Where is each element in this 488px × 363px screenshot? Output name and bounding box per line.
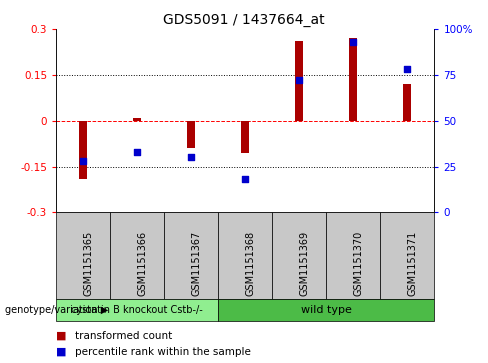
Bar <box>187 121 195 148</box>
Bar <box>79 121 87 179</box>
Text: transformed count: transformed count <box>75 331 172 341</box>
Text: GDS5091 / 1437664_at: GDS5091 / 1437664_at <box>163 13 325 27</box>
Bar <box>241 121 249 153</box>
Bar <box>295 41 304 121</box>
Bar <box>133 118 141 121</box>
Text: genotype/variation ▶: genotype/variation ▶ <box>5 305 108 315</box>
Text: wild type: wild type <box>301 305 352 315</box>
Text: GSM1151367: GSM1151367 <box>191 231 201 296</box>
Text: GSM1151371: GSM1151371 <box>407 231 417 296</box>
Text: GSM1151368: GSM1151368 <box>245 231 255 296</box>
Point <box>79 158 87 164</box>
Point <box>133 149 141 155</box>
Point <box>404 66 411 72</box>
Text: ■: ■ <box>56 347 67 357</box>
Text: GSM1151365: GSM1151365 <box>83 231 93 296</box>
Text: GSM1151370: GSM1151370 <box>353 231 363 296</box>
Point <box>187 155 195 160</box>
Bar <box>349 38 357 121</box>
Point <box>349 39 357 45</box>
Point <box>295 77 303 83</box>
Text: ■: ■ <box>56 331 67 341</box>
Text: GSM1151366: GSM1151366 <box>137 231 147 296</box>
Text: GSM1151369: GSM1151369 <box>299 231 309 296</box>
Point <box>242 176 249 182</box>
Text: cystatin B knockout Cstb-/-: cystatin B knockout Cstb-/- <box>71 305 203 315</box>
Bar <box>403 84 411 121</box>
Text: percentile rank within the sample: percentile rank within the sample <box>75 347 250 357</box>
